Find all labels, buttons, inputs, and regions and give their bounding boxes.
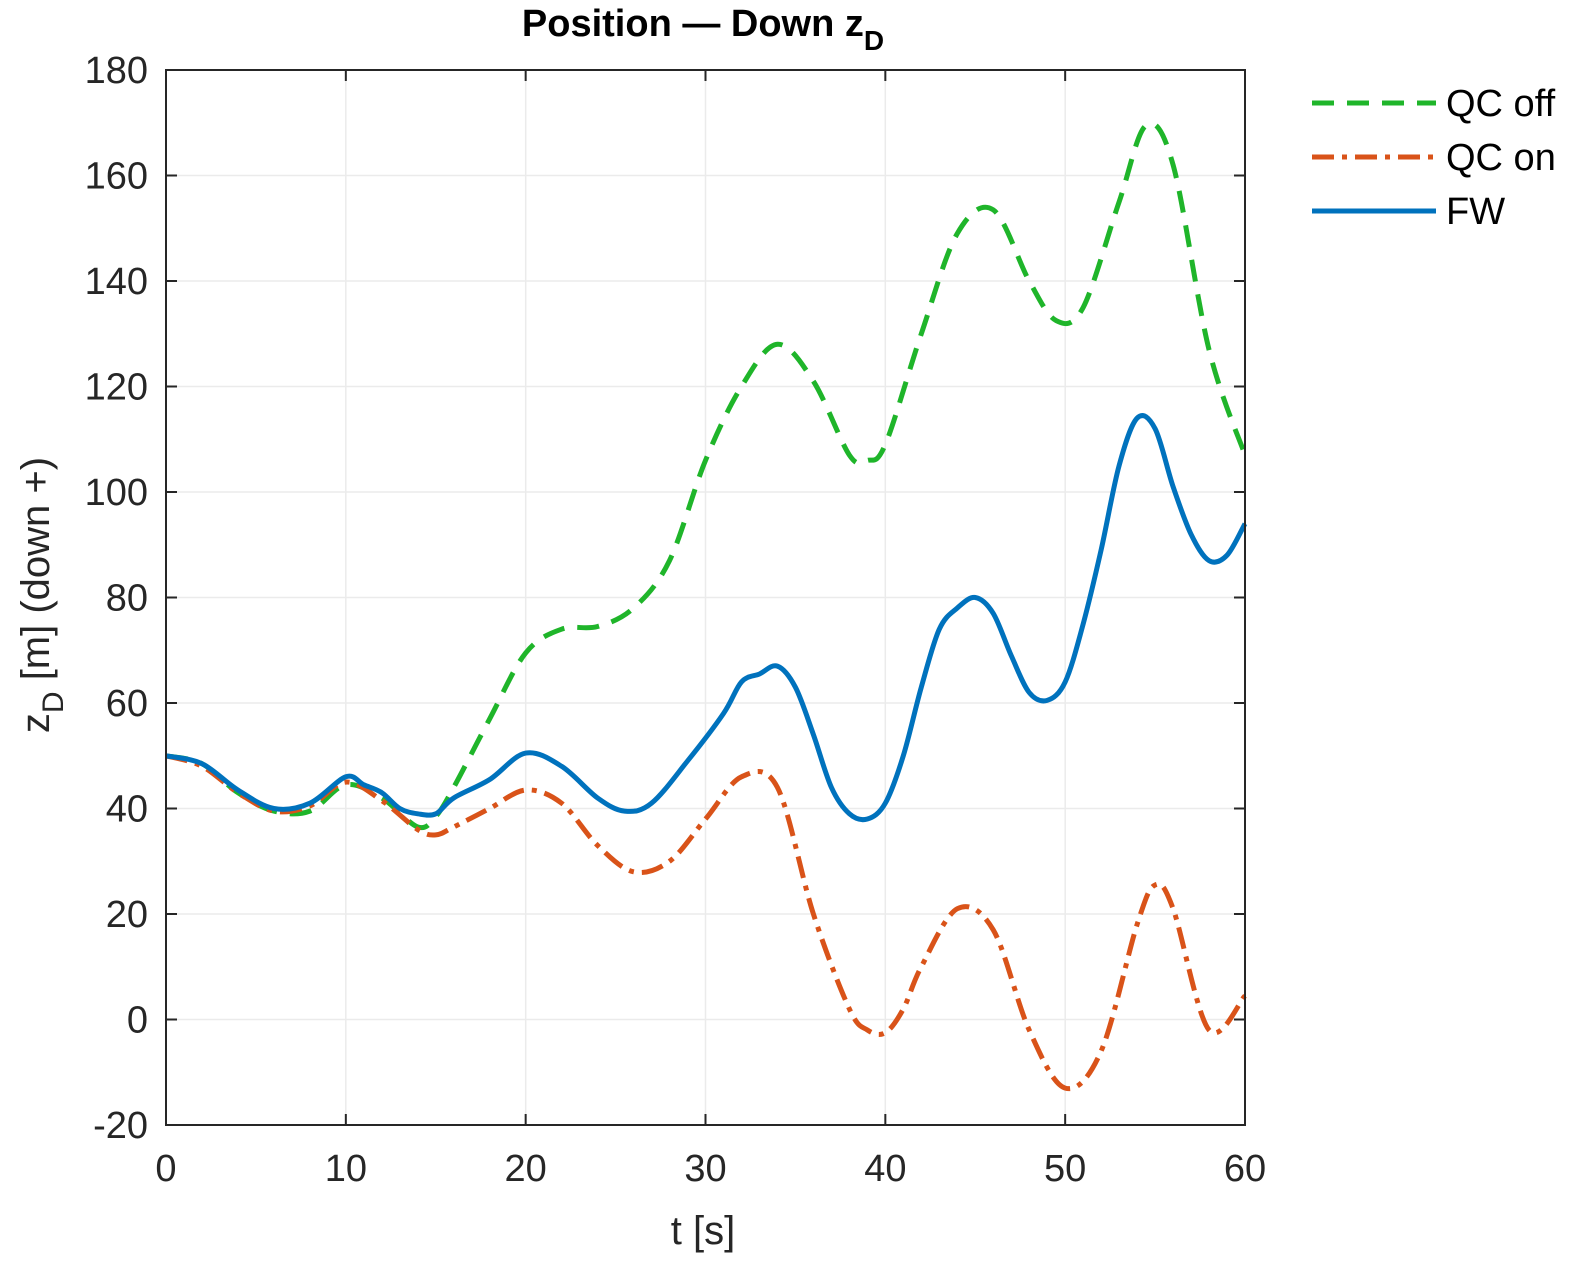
y-axis-label-subscript: D [37, 691, 70, 713]
series-line-qc-on [165, 753, 1247, 1092]
y-tick-label: 40 [106, 789, 148, 831]
x-tick-label: 30 [684, 1148, 726, 1190]
chart-title: Position — Down zD [522, 3, 884, 56]
series-line-qc-off [165, 121, 1248, 831]
y-tick-label: 100 [85, 472, 148, 514]
y-tick-label: 120 [85, 367, 148, 409]
series-line-fw [165, 413, 1248, 823]
x-axis-label: t [s] [671, 1209, 735, 1253]
y-axis-label-rest: [m] (down +) [14, 457, 58, 692]
y-tick-label: 160 [85, 156, 148, 198]
y-tick-label: 0 [127, 1000, 148, 1042]
x-tick-label: 0 [155, 1148, 176, 1190]
y-tick-label: 140 [85, 261, 148, 303]
axis-ticks [165, 69, 1246, 1126]
series-lines [165, 121, 1248, 1092]
x-tick-label: 60 [1224, 1148, 1266, 1190]
y-axis-label-main: z [14, 713, 58, 733]
legend-label: FW [1446, 191, 1505, 233]
y-tick-labels: -20 0 20 40 60 80 100 120 140 160 180 [85, 50, 148, 1147]
x-tick-label: 40 [864, 1148, 906, 1190]
y-tick-label: 180 [85, 50, 148, 92]
x-tick-label: 50 [1044, 1148, 1086, 1190]
y-tick-label: 60 [106, 683, 148, 725]
x-tick-labels: 0 10 20 30 40 50 60 [155, 1148, 1266, 1190]
y-tick-label: 80 [106, 578, 148, 620]
chart-title-main: Position — Down z [522, 3, 864, 45]
legend-label: QC on [1446, 137, 1556, 179]
grid-lines [165, 69, 1246, 1126]
y-tick-label: -20 [93, 1105, 148, 1147]
y-tick-label: 20 [106, 894, 148, 936]
chart-title-subscript: D [864, 25, 884, 56]
y-axis-label: zD [m] (down +) [14, 457, 70, 733]
x-tick-label: 10 [325, 1148, 367, 1190]
legend: QC off QC on FW [1312, 83, 1556, 233]
x-tick-label: 20 [505, 1148, 547, 1190]
legend-label: QC off [1446, 83, 1556, 125]
